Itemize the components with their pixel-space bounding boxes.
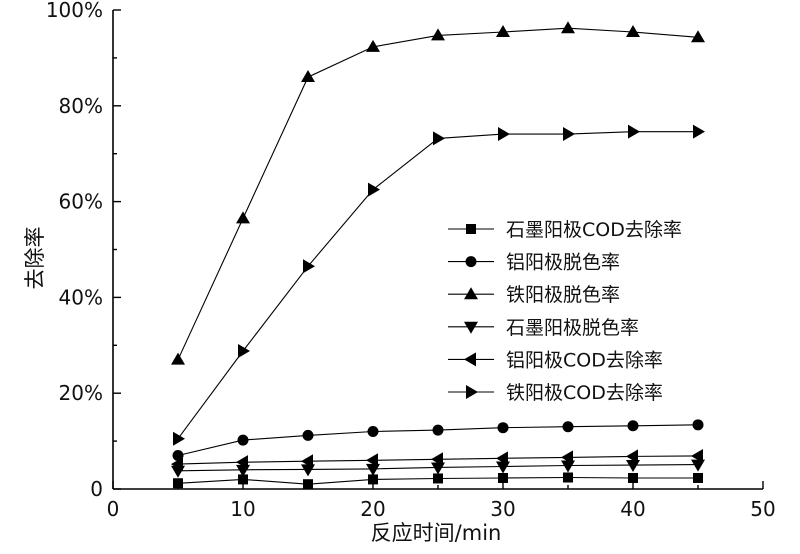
x-tick-label: 20 <box>360 497 385 521</box>
data-point <box>691 30 705 43</box>
x-tick-label: 40 <box>620 497 645 521</box>
data-point <box>431 452 443 467</box>
data-point <box>172 449 184 461</box>
legend-marker <box>465 256 477 268</box>
data-point <box>496 25 510 38</box>
data-point <box>173 431 185 446</box>
data-point <box>626 460 640 473</box>
legend-label: 铝阳极脱色率 <box>506 252 620 274</box>
data-point <box>693 124 705 139</box>
data-point <box>431 28 445 41</box>
data-point <box>563 472 573 483</box>
data-point <box>301 464 315 477</box>
legend-item: 铝阳极COD去除率 <box>448 349 663 371</box>
data-point <box>171 457 183 472</box>
legend-label: 石墨阳极COD去除率 <box>506 219 682 241</box>
data-point <box>236 455 248 470</box>
legend-marker <box>466 385 478 399</box>
data-point <box>496 451 508 466</box>
series-6 <box>173 124 705 446</box>
data-point <box>303 259 315 274</box>
legend-marker <box>464 287 478 300</box>
legend-label: 铁阳极脱色率 <box>506 284 620 306</box>
data-point <box>431 462 445 475</box>
x-axis-title: 反应时间/min <box>371 521 502 545</box>
legend-item: 石墨阳极COD去除率 <box>448 219 682 241</box>
data-point <box>301 70 315 83</box>
data-point <box>692 419 704 431</box>
legend-item: 石墨阳极脱色率 <box>448 317 639 339</box>
data-point <box>433 131 445 146</box>
y-axis-title: 去除率 <box>23 227 47 290</box>
series-3 <box>171 21 705 365</box>
data-point <box>693 472 703 483</box>
data-point <box>691 448 703 463</box>
data-point <box>628 472 638 483</box>
data-point <box>432 424 444 436</box>
y-tick-label: 60% <box>59 190 103 214</box>
y-tick-label: 80% <box>59 94 103 118</box>
data-point <box>238 344 250 359</box>
data-point <box>368 474 378 485</box>
data-point <box>561 21 575 34</box>
legend-marker <box>466 224 476 234</box>
series-layer <box>171 21 705 490</box>
data-point <box>691 459 705 472</box>
data-point <box>626 25 640 38</box>
data-point <box>628 124 640 139</box>
data-point <box>366 39 380 52</box>
series-5 <box>171 448 703 472</box>
legend-marker <box>464 352 476 367</box>
data-point <box>366 453 378 468</box>
y-tick-label: 20% <box>59 381 103 405</box>
data-point <box>496 461 510 474</box>
legend-item: 铝阳极脱色率 <box>448 252 620 274</box>
data-point <box>498 472 508 483</box>
series-2 <box>172 419 704 461</box>
legend-label: 铝阳极COD去除率 <box>506 349 663 371</box>
data-point <box>171 352 185 365</box>
data-point <box>367 426 379 438</box>
legend-label: 铁阳极COD去除率 <box>506 382 663 404</box>
series-1 <box>173 472 703 490</box>
data-point <box>236 211 250 224</box>
legend-item: 铁阳极COD去除率 <box>448 382 663 404</box>
data-point <box>173 478 183 489</box>
y-tick-label: 100% <box>46 0 103 22</box>
data-point <box>626 449 638 464</box>
data-point <box>301 454 313 469</box>
x-tick-label: 10 <box>230 497 255 521</box>
y-tick-label: 40% <box>59 285 103 309</box>
legend: 石墨阳极COD去除率铝阳极脱色率铁阳极脱色率石墨阳极脱色率铝阳极COD去除率铁阳… <box>448 219 682 404</box>
data-point <box>302 429 314 441</box>
data-point <box>562 421 574 433</box>
x-tick-label: 50 <box>750 497 775 521</box>
data-point <box>237 434 249 446</box>
y-tick-label: 0 <box>90 477 103 501</box>
data-point <box>497 422 509 434</box>
data-point <box>366 463 380 476</box>
x-tick-label: 0 <box>107 497 120 521</box>
legend-item: 铁阳极脱色率 <box>448 284 620 306</box>
data-point <box>561 460 575 473</box>
series-line <box>177 27 699 360</box>
data-point <box>433 473 443 484</box>
legend-marker <box>464 321 478 334</box>
data-point <box>627 420 639 432</box>
x-tick-label: 30 <box>490 497 515 521</box>
data-point <box>368 182 380 197</box>
data-point <box>303 479 313 490</box>
data-point <box>561 450 573 465</box>
legend-label: 石墨阳极脱色率 <box>506 317 639 339</box>
axes: 0 10 20 30 40 50 0 20% 40% 60% 80% 100% <box>46 0 776 521</box>
data-point <box>563 127 575 142</box>
data-point <box>498 127 510 142</box>
data-point <box>238 474 248 485</box>
